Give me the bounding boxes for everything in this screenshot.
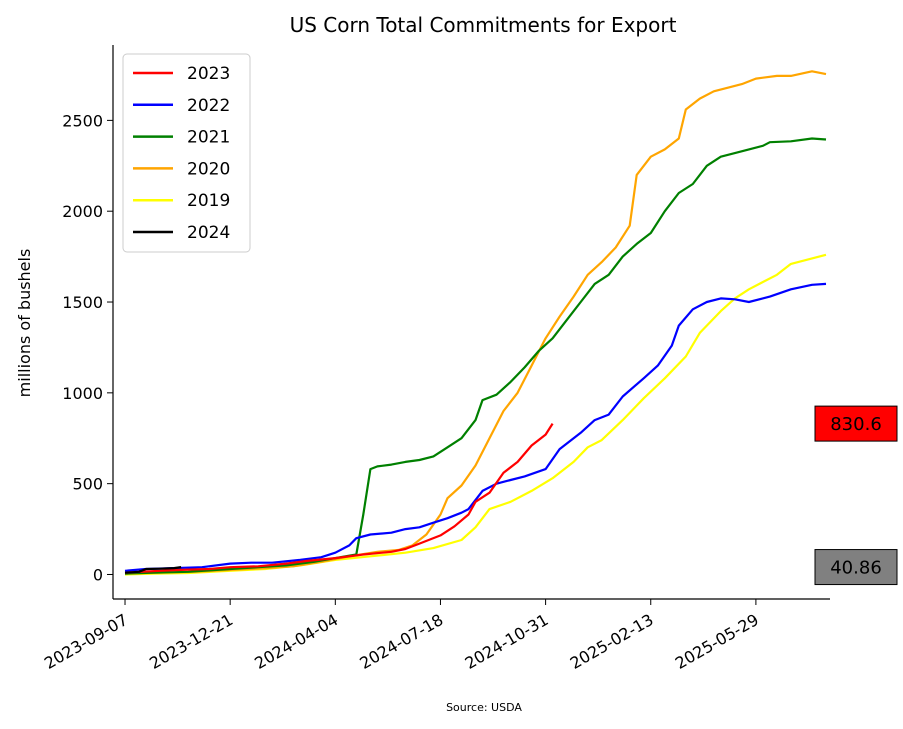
legend-label-2019: 2019 xyxy=(187,191,230,211)
y-axis-label: millions of bushels xyxy=(15,249,34,398)
series-line-2023 xyxy=(124,423,554,574)
y-tick-label: 500 xyxy=(72,475,103,494)
x-tick-label: 2024-10-31 xyxy=(462,610,552,673)
y-tick-label: 2000 xyxy=(62,202,103,221)
legend-box xyxy=(122,53,251,253)
annotation-label: 830.6 xyxy=(830,414,882,435)
annotation-box xyxy=(814,405,898,442)
y-tick-label: 0 xyxy=(93,565,103,584)
annotation-label: 40.86 xyxy=(830,558,882,579)
legend-label-2021: 2021 xyxy=(187,128,230,148)
annotation-box xyxy=(814,549,898,586)
x-axis-ticks: 2023-09-07 2023-12-21 2024-04-04 2024-07-18… xyxy=(41,599,762,673)
x-tick-label: 2024-07-18 xyxy=(356,610,446,673)
series-line-2024 xyxy=(124,566,182,574)
y-tick-label: 1500 xyxy=(62,293,103,312)
plot-area xyxy=(124,70,827,576)
series-line-2019 xyxy=(124,253,827,576)
x-tick-label: 2025-05-29 xyxy=(672,610,762,673)
legend-label-2024: 2024 xyxy=(187,223,230,243)
x-tick-label: 2023-12-21 xyxy=(146,610,236,673)
legend: 2023 2022 2021 2020 2019 2024 xyxy=(122,53,251,253)
y-tick-label: 1000 xyxy=(62,384,103,403)
legend-label-2023: 2023 xyxy=(187,64,230,84)
y-axis-ticks: 0 500 1000 1500 2000 2500 xyxy=(62,111,113,584)
source-note: Source: USDA xyxy=(446,701,522,714)
x-tick-label: 2024-04-04 xyxy=(251,610,341,673)
legend-label-2020: 2020 xyxy=(187,159,230,179)
y-tick-label: 2500 xyxy=(62,111,103,130)
chart-title: US Corn Total Commitments for Export xyxy=(290,13,677,37)
x-tick-label: 2023-09-07 xyxy=(41,610,131,673)
legend-label-2022: 2022 xyxy=(187,96,230,116)
value-annotations: 830.6 40.86 xyxy=(814,405,898,586)
x-tick-label: 2025-02-13 xyxy=(567,610,657,673)
